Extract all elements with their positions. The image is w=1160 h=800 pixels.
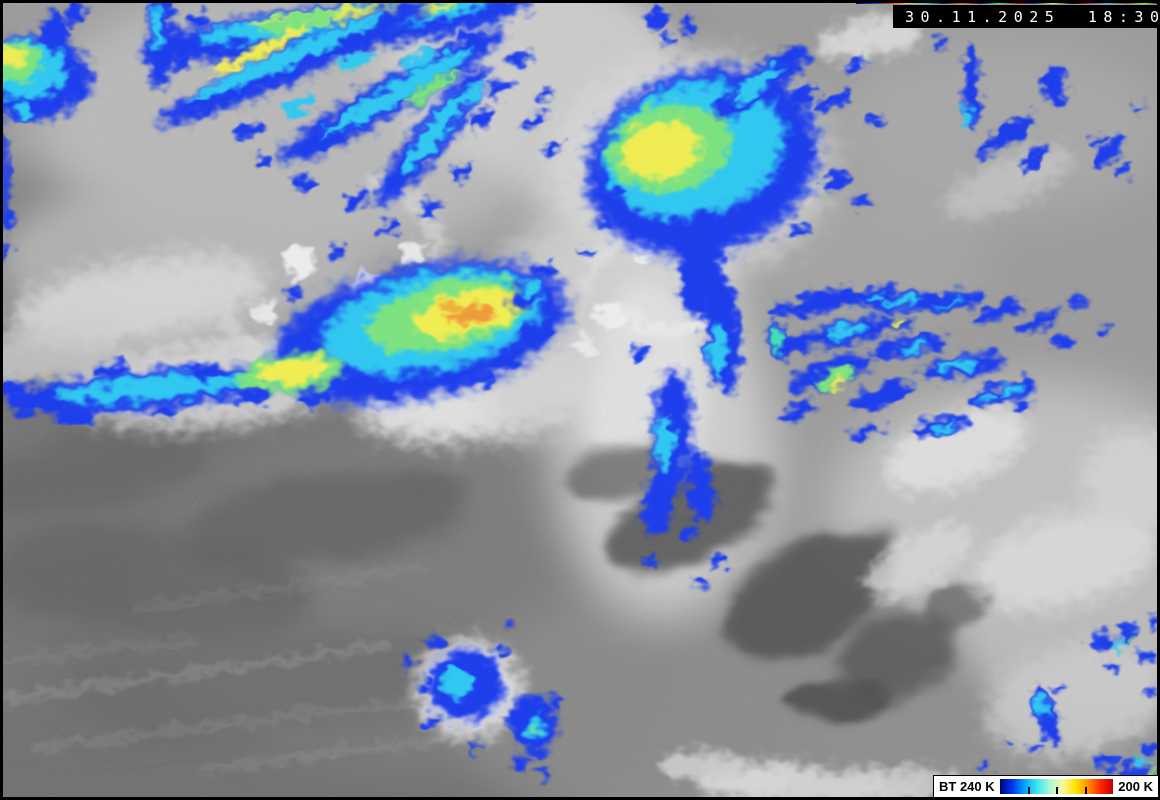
colorbar-legend: BT 240 K 200 K — [933, 775, 1159, 798]
colorbar-tick — [1028, 787, 1031, 794]
colorbar-max-label: 200 K — [1118, 779, 1153, 794]
colorbar-tick — [1056, 787, 1059, 794]
timestamp-bar: 30.11.2025 18:30 — [893, 5, 1160, 28]
colorbar-gradient — [999, 779, 1114, 794]
colorbar-tick — [1084, 787, 1087, 794]
timestamp-text: 30.11.2025 18:30 — [905, 7, 1160, 26]
colorbar-min-label: BT 240 K — [939, 779, 995, 794]
